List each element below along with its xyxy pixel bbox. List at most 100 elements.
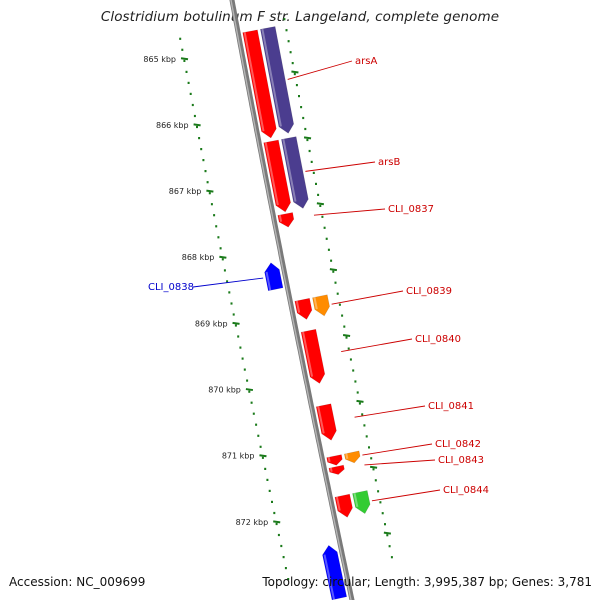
tick-label: 869 kbp [195,319,228,328]
gene-label-cli_0837[interactable]: CLI_0837 [388,204,434,215]
gene-label-cli_0840[interactable]: CLI_0840 [415,334,461,345]
scale-dot-right [379,501,382,504]
label-leader-line [305,161,376,172]
tick-label: 866 kbp [156,121,189,130]
cli_0840-red-feature-arrow[interactable] [300,328,326,384]
gene-label-cli_0839[interactable]: CLI_0839 [406,286,452,297]
orange-feature-arrow[interactable] [312,294,330,317]
purple-feature-arrow[interactable] [281,136,309,209]
purple-feature-arrow[interactable] [260,26,295,134]
scale-dot-left [280,544,283,548]
scale-dot-right [312,171,315,174]
gene-label-cli_0844[interactable]: CLI_0844 [443,485,489,496]
scale-dot-right [365,435,368,438]
cli_0838-blue-feature-arrow[interactable] [264,262,284,292]
tick-mark-right [316,202,325,206]
label-leader-line [354,405,426,418]
scale-dot-right [327,248,330,251]
scale-dot-left [226,280,229,283]
gene-label-cli_0838[interactable]: CLI_0838 [148,282,194,293]
scale-dot-left [241,357,244,360]
tick-mark-right [383,531,392,535]
gene-label-cli_0843[interactable]: CLI_0843 [438,455,484,466]
cli_0842-red-feature-arrow[interactable] [326,454,343,466]
genome-backbone-highlight [230,0,352,600]
cli_0837-red-feature-arrow[interactable] [277,212,295,228]
scale-dot-right [285,29,288,32]
scale-dot-left [273,511,276,515]
tick-mark-right [303,136,312,140]
feature-arrow-highlight [329,467,333,472]
scale-dot-left [204,170,207,173]
scale-dot-left [277,533,280,537]
scale-dot-left [217,236,220,239]
tick-label: 865 kbp [143,55,176,64]
scale-dot-left [230,302,233,305]
label-leader-line [313,208,386,216]
label-leader-line [341,338,413,353]
tick-label: 867 kbp [169,187,202,196]
scale-dot-right [352,369,355,372]
scale-dot-left [259,445,262,448]
scale-dot-left [282,556,285,559]
scale-dot-left [193,114,196,118]
label-leader-line [371,489,441,502]
cli_0844-red-feature-arrow[interactable] [334,493,353,518]
tick-mark-right [291,70,299,74]
scale-dot-left [198,137,201,140]
scale-dot-left [179,37,182,40]
feature-arrow-highlight [323,554,335,600]
feature-arrow-highlight [295,300,301,313]
tick-mark-left [273,520,281,524]
scale-dot-left [210,203,213,206]
scale-dot-left [189,92,192,95]
scale-dot-right [325,237,328,240]
scale-dot-right [370,457,373,460]
scale-dot-left [287,578,290,581]
scale-dot-left [271,500,273,503]
tick-mark-right [329,268,338,272]
green-feature-arrow[interactable] [352,490,371,515]
scale-dot-left [223,269,226,272]
scale-dot-left [208,192,211,195]
feature-arrow-highlight [335,496,341,511]
scale-dot-left [248,390,251,393]
cli_0843-red-feature-arrow[interactable] [328,464,345,475]
scale-dot-right [361,413,364,416]
scale-dot-right [323,226,326,229]
gene-label-cli_0842[interactable]: CLI_0842 [435,439,481,450]
tick-mark-left [245,388,254,392]
label-leader-line [192,277,264,288]
scale-dot-right [377,490,380,493]
arsa-red-feature-arrow[interactable] [242,29,277,139]
blue-feature-arrow[interactable] [322,544,348,600]
label-leader-line [362,443,433,456]
feature-arrow-highlight [313,297,318,310]
feature-arrow-highlight [264,142,279,206]
scale-dot-right [372,468,375,471]
tick-label: 868 kbp [182,253,215,262]
feature-arrow-highlight [261,28,282,127]
genome-backbone [229,0,355,600]
cli_0841-red-feature-arrow[interactable] [315,403,337,441]
scale-dot-left [228,291,231,294]
scale-dot-left [234,324,237,327]
scale-dot-left [185,70,188,73]
scale-dot-right [308,149,311,153]
scale-dot-right [332,270,335,273]
tick-mark-left [193,123,201,127]
scale-dot-left [237,335,240,338]
feature-arrow-highlight [345,453,349,460]
gene-label-arsa[interactable]: arsA [355,56,377,67]
gene-label-arsb[interactable]: arsB [378,157,400,168]
gene-label-cli_0841[interactable]: CLI_0841 [428,401,474,412]
scale-dot-left [183,59,186,62]
scale-dot-right [287,40,290,43]
arsb-red-feature-arrow[interactable] [263,139,291,213]
orange-feature-arrow[interactable] [343,450,361,464]
cli_0839-red-feature-arrow[interactable] [294,297,313,320]
scale-dot-left [232,313,235,316]
label-leader-line [287,60,353,80]
feature-arrow-highlight [327,456,331,463]
